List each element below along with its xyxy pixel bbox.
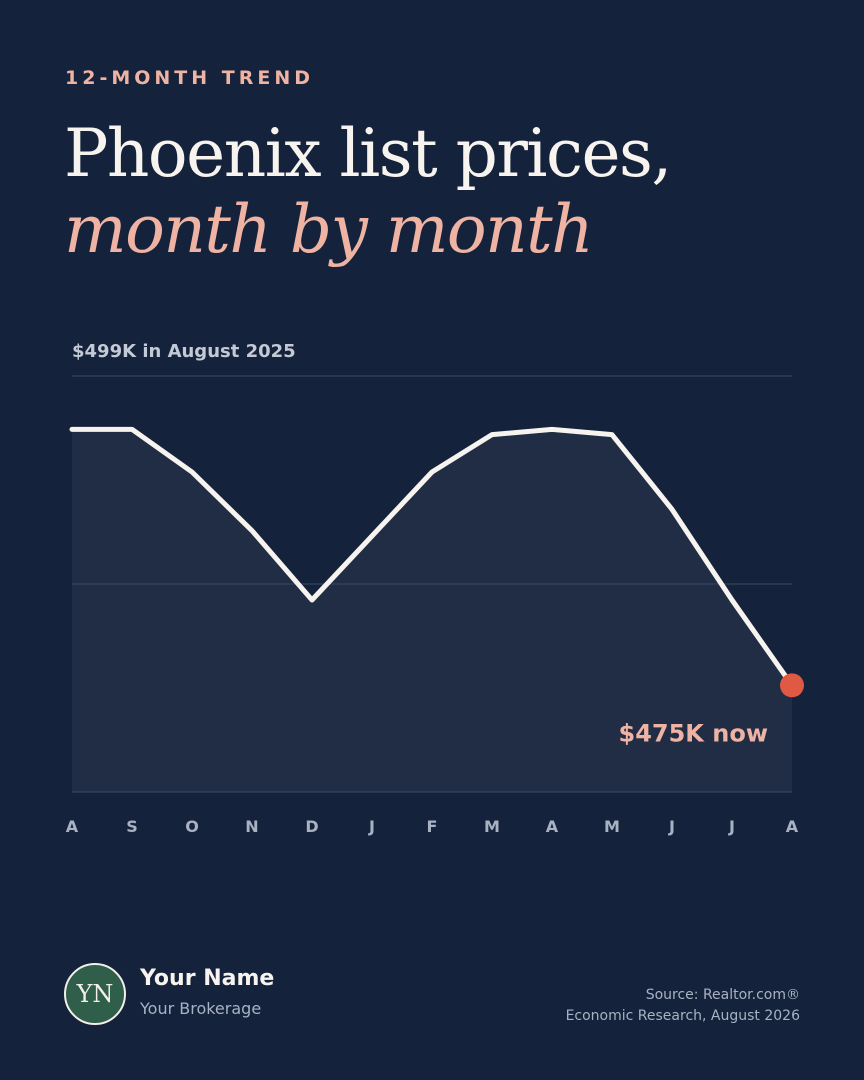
source-line-2: Economic Research, August 2026 (565, 1008, 800, 1024)
x-tick-label-4: D (305, 817, 318, 836)
title-main: Phoenix list prices, (64, 115, 672, 192)
source-line-1: Source: Realtor.com® (645, 987, 800, 1003)
end-point-marker (780, 673, 804, 698)
series-line (69, 426, 795, 688)
page-title: Phoenix list prices, month by month (64, 116, 824, 268)
agent-name: Your Name (140, 966, 275, 991)
x-tick-label-12: A (786, 817, 799, 836)
x-tick-label-2: O (185, 817, 199, 836)
x-tick-label-11: J (728, 817, 735, 836)
source-note: Source: Realtor.com® Economic Research, … (566, 985, 800, 1027)
agent-brokerage: Your Brokerage (140, 999, 262, 1018)
top-value-label: $499K in August 2025 (72, 341, 296, 362)
eyebrow-label: 12-MONTH TREND (65, 67, 315, 89)
avatar-initials: YN (76, 980, 114, 1008)
x-tick-label-6: F (427, 817, 438, 836)
x-tick-label-7: M (484, 817, 500, 836)
x-tick-label-9: M (604, 817, 620, 836)
chart-svg: $499K in August 2025 $475K now A S O N D J F M A M J… (66, 341, 804, 836)
area-fill (72, 429, 792, 792)
x-tick-label-0: A (66, 817, 79, 836)
x-tick-label-3: N (245, 817, 258, 836)
x-tick-label-8: A (546, 817, 559, 836)
title-accent: month by month (64, 191, 594, 268)
x-tick-label-10: J (668, 817, 675, 836)
avatar: YN (64, 963, 126, 1025)
x-tick-label-1: S (126, 817, 138, 836)
price-trend-chart: $499K in August 2025 $475K now A S O N D J F M A M J… (66, 341, 804, 836)
x-tick-label-5: J (368, 817, 375, 836)
end-value-label: $475K now (619, 719, 769, 747)
